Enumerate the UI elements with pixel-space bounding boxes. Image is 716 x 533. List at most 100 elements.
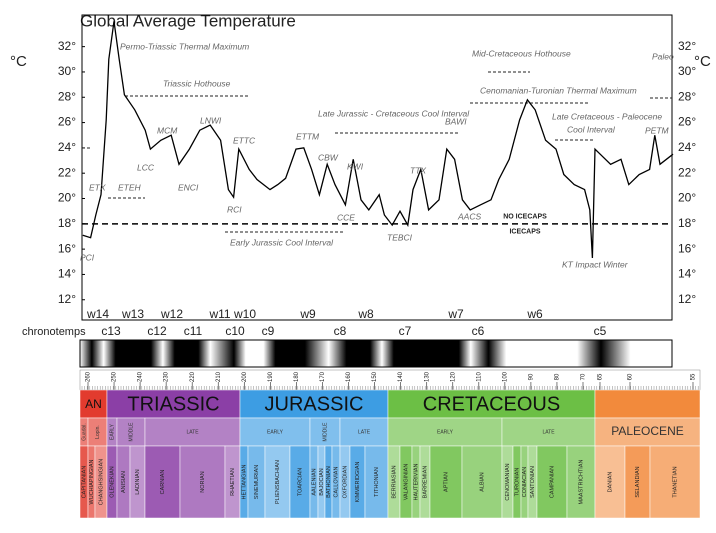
stage-tint bbox=[521, 446, 528, 518]
epoch-cell bbox=[387, 417, 503, 447]
stage-tint bbox=[502, 446, 513, 518]
stage-label: HETTANGIAN bbox=[241, 464, 247, 499]
y-tick-label: 14° bbox=[58, 267, 76, 281]
window-label: w6 bbox=[526, 307, 543, 321]
window-label: w11 bbox=[208, 307, 230, 321]
epoch-tint bbox=[80, 418, 88, 446]
y-tick-label: 18° bbox=[58, 216, 76, 230]
annotation: TTX bbox=[410, 165, 426, 175]
y-tick-label: 32° bbox=[58, 39, 76, 53]
stage-label: CONIACIAN bbox=[522, 467, 528, 498]
period-label: AN bbox=[85, 397, 102, 411]
stage-label: BERRIASIAN bbox=[391, 465, 397, 498]
reference-label: ICECAPS bbox=[509, 229, 540, 236]
window-label: w8 bbox=[357, 307, 374, 321]
ruler-label: 60 bbox=[628, 373, 634, 380]
stage-label: TITHONIAN bbox=[374, 467, 380, 497]
y-tick-label: 18° bbox=[678, 216, 696, 230]
stage-tint bbox=[650, 446, 700, 518]
chronotemp-label: c13 bbox=[101, 324, 121, 338]
ruler-label: 170 bbox=[320, 371, 326, 382]
annotation: ETTC bbox=[233, 135, 256, 145]
stage-cell bbox=[649, 445, 701, 519]
stage-label: SINEMURIAN bbox=[254, 465, 260, 500]
stage-label: TOARCIAN bbox=[297, 468, 303, 496]
chronotemp-label: c11 bbox=[184, 324, 203, 338]
stage-label: CHANGHSINGIAN bbox=[98, 459, 104, 505]
stage-tint bbox=[400, 446, 412, 518]
stage-cell bbox=[536, 445, 568, 519]
annotation: ETX bbox=[89, 182, 106, 192]
period-cell bbox=[387, 389, 596, 419]
stage-label: AALENIAN bbox=[311, 468, 317, 495]
stage-cell bbox=[594, 445, 626, 519]
stage-tint bbox=[95, 446, 107, 518]
window-label: w9 bbox=[299, 307, 316, 321]
ruler-label: 65 bbox=[598, 373, 604, 380]
y-tick-label: 22° bbox=[678, 165, 696, 179]
chronotemps-label: chronotemps bbox=[22, 326, 86, 338]
y-tick-label: 24° bbox=[58, 140, 76, 154]
stage-label: DANIAN bbox=[607, 472, 613, 493]
chronotemp-bar bbox=[79, 339, 673, 368]
epoch-cell bbox=[501, 417, 596, 447]
stage-tint bbox=[513, 446, 521, 518]
epoch-cell bbox=[594, 417, 701, 447]
annotation: ETEH bbox=[118, 182, 142, 192]
temperature-line bbox=[82, 21, 674, 259]
period-label: TRIASSIC bbox=[127, 393, 219, 415]
stage-tint bbox=[462, 446, 502, 518]
stage-label: RHAETIAN bbox=[230, 468, 236, 496]
chronotemp-label: c6 bbox=[472, 324, 485, 338]
chronotemp-label: c9 bbox=[262, 324, 275, 338]
ruler-label: 110 bbox=[476, 372, 482, 382]
chronotemp-label: c7 bbox=[399, 324, 412, 338]
stage-label: VALANGINIAN bbox=[403, 464, 409, 501]
period-cell bbox=[106, 389, 241, 419]
epoch-tint bbox=[502, 418, 595, 446]
ruler-label: 190 bbox=[268, 371, 274, 382]
epoch-tint bbox=[310, 418, 340, 446]
stage-tint bbox=[388, 446, 400, 518]
stage-tint bbox=[537, 446, 567, 518]
ruler-label: 220 bbox=[190, 371, 196, 382]
stage-label: THANETIAN bbox=[672, 466, 678, 497]
chronotemp-label: c10 bbox=[225, 324, 245, 338]
chronotemp-label: c12 bbox=[147, 324, 167, 338]
epoch-cell bbox=[239, 417, 311, 447]
stage-cell bbox=[624, 445, 651, 519]
stage-cell bbox=[566, 445, 596, 519]
ruler-label: 55 bbox=[691, 373, 697, 380]
window-label: w7 bbox=[447, 307, 464, 321]
annotation: ETTM bbox=[296, 131, 320, 141]
epoch-cell bbox=[339, 417, 389, 447]
epoch-tint bbox=[88, 418, 107, 446]
y-tick-label: 20° bbox=[678, 191, 696, 205]
annotation: Early Jurassic Cool Interval bbox=[230, 237, 334, 247]
annotation: RCI bbox=[227, 204, 242, 214]
epoch-label: LATE bbox=[358, 429, 371, 435]
ruler-label: 140 bbox=[398, 371, 404, 382]
stage-label: CAMPANIAN bbox=[549, 466, 555, 498]
stage-label: OLENEKIAN bbox=[109, 466, 115, 498]
y-tick-label: 32° bbox=[678, 39, 696, 53]
stage-label: KIMMERIDGIAN bbox=[355, 462, 361, 503]
stage-tint bbox=[528, 446, 537, 518]
stage-tint bbox=[130, 446, 145, 518]
annotation: ENCI bbox=[178, 182, 199, 192]
stage-cell bbox=[461, 445, 503, 519]
y-tick-label: 26° bbox=[58, 115, 76, 129]
annotation: LNWI bbox=[200, 115, 222, 125]
stage-tint bbox=[567, 446, 595, 518]
annotation: Mid-Cretaceous Hothouse bbox=[472, 48, 571, 58]
y-tick-label: 14° bbox=[678, 267, 696, 281]
ruler-label: 200 bbox=[242, 371, 248, 382]
stage-label: CAPITANIAN bbox=[81, 466, 87, 499]
epoch-label: PALEOCENE bbox=[611, 424, 683, 438]
ruler-label: 250 bbox=[112, 371, 118, 382]
epoch-tint bbox=[145, 418, 240, 446]
epoch-tint bbox=[340, 418, 388, 446]
epoch-label: MIDDLE bbox=[322, 422, 328, 442]
stage-label: SANTONIAN bbox=[530, 466, 536, 498]
